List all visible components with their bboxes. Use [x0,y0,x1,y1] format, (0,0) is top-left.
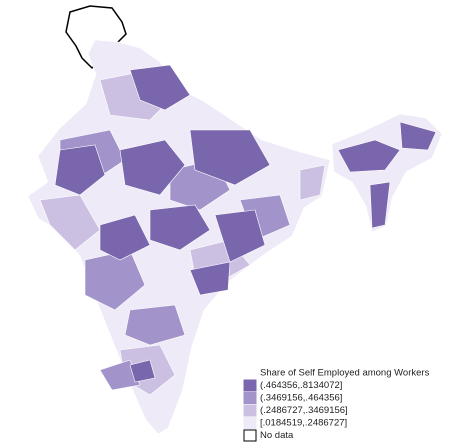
legend-swatch [243,379,257,392]
legend-label: [.0184519,.2486727] [260,418,347,429]
legend-label: No data [260,430,294,441]
map-regions [27,5,443,435]
legend-title: Share of Self Employed among Workers [260,368,430,379]
legend-label: (.2486727,.3469156] [260,405,348,416]
legend-swatch [243,392,257,404]
legend-swatch [243,404,257,417]
region [54,64,437,383]
legend-label: (.464356,.8134072] [260,380,342,391]
legend-label: (.3469156,.464356] [260,393,342,404]
legend-swatch [243,417,257,429]
legend: Share of Self Employed among Workers(.46… [243,368,430,442]
legend-swatch [243,429,257,442]
